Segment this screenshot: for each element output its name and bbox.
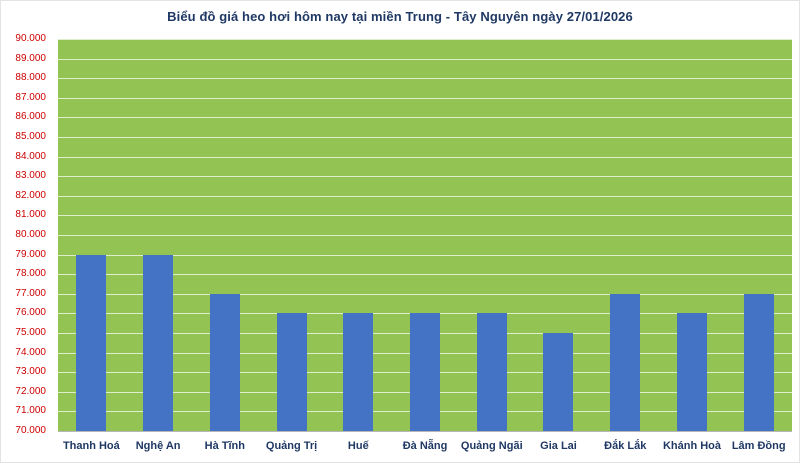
y-tick-label: 86.000 (15, 111, 46, 123)
bar-7 (476, 313, 507, 431)
x-tick-label: Gia Lai (540, 440, 577, 452)
y-tick-label: 71.000 (15, 405, 46, 417)
y-tick-label: 79.000 (15, 248, 46, 260)
gridline (58, 195, 792, 197)
y-tick-label: 81.000 (15, 209, 46, 221)
y-tick-label: 89.000 (15, 52, 46, 64)
y-tick-label: 82.000 (15, 189, 46, 201)
plot-area (58, 39, 792, 432)
y-tick-label: 84.000 (15, 150, 46, 162)
gridline (58, 274, 792, 276)
gridline (58, 156, 792, 158)
y-tick-label: 87.000 (15, 91, 46, 103)
gridline (58, 215, 792, 217)
gridline (58, 176, 792, 178)
bar-5 (343, 313, 374, 431)
gridline (58, 431, 792, 432)
x-tick-label: Hà Tĩnh (204, 440, 245, 452)
x-tick-label: Đắk Lắk (604, 440, 647, 452)
gridline (58, 254, 792, 256)
y-axis-labels: 90.000 89.000 88.000 87.000 86.000 85.000 84.0… (1, 34, 52, 436)
gridline (58, 58, 792, 60)
gridline (58, 293, 792, 295)
x-tick-label: Huế (347, 440, 369, 452)
y-tick-label: 90.000 (15, 33, 46, 44)
bar-8 (543, 333, 574, 431)
bar-1 (76, 254, 107, 431)
bar-2 (143, 254, 174, 431)
y-tick-label: 85.000 (15, 131, 46, 142)
y-tick-label: 78.000 (15, 268, 46, 280)
chart-title: Biểu đồ giá heo hơi hôm nay tại miền Tru… (167, 9, 633, 24)
gridline (58, 137, 792, 138)
y-tick-label: 80.000 (15, 229, 46, 240)
bar-9 (610, 293, 641, 431)
gridline (58, 97, 792, 99)
y-tick-label: 88.000 (15, 72, 46, 84)
x-tick-label: Khánh Hoà (662, 440, 721, 452)
y-tick-label: 83.000 (15, 170, 46, 182)
bar-10 (676, 313, 707, 431)
bar-11 (743, 293, 774, 431)
bar-4 (276, 313, 307, 431)
bar-3 (209, 293, 240, 431)
x-tick-label: Lâm Đồng (731, 440, 786, 452)
x-tick-label: Đà Nẵng (402, 440, 448, 452)
y-tick-label: 72.000 (15, 385, 46, 397)
y-tick-label: 75.000 (15, 327, 46, 338)
x-tick-label: Nghệ An (135, 440, 181, 452)
gridline (58, 117, 792, 119)
gridline (58, 78, 792, 80)
gridline (58, 235, 792, 236)
bar-6 (410, 313, 440, 431)
x-tick-label: Quảng Ngãi (460, 440, 523, 452)
y-tick-label: 70.000 (15, 425, 46, 436)
x-tick-label: Quảng Trị (265, 440, 318, 452)
gridline (58, 39, 792, 40)
x-axis-labels: Thanh Hoá Nghệ An Hà Tĩnh Quảng Trị Huế Đà Nẵ… (58, 440, 792, 452)
y-tick-label: 77.000 (15, 287, 46, 299)
y-tick-label: 76.000 (15, 307, 46, 319)
y-tick-label: 73.000 (15, 366, 46, 378)
y-tick-label: 74.000 (15, 346, 46, 358)
x-tick-label: Thanh Hoá (62, 440, 120, 452)
